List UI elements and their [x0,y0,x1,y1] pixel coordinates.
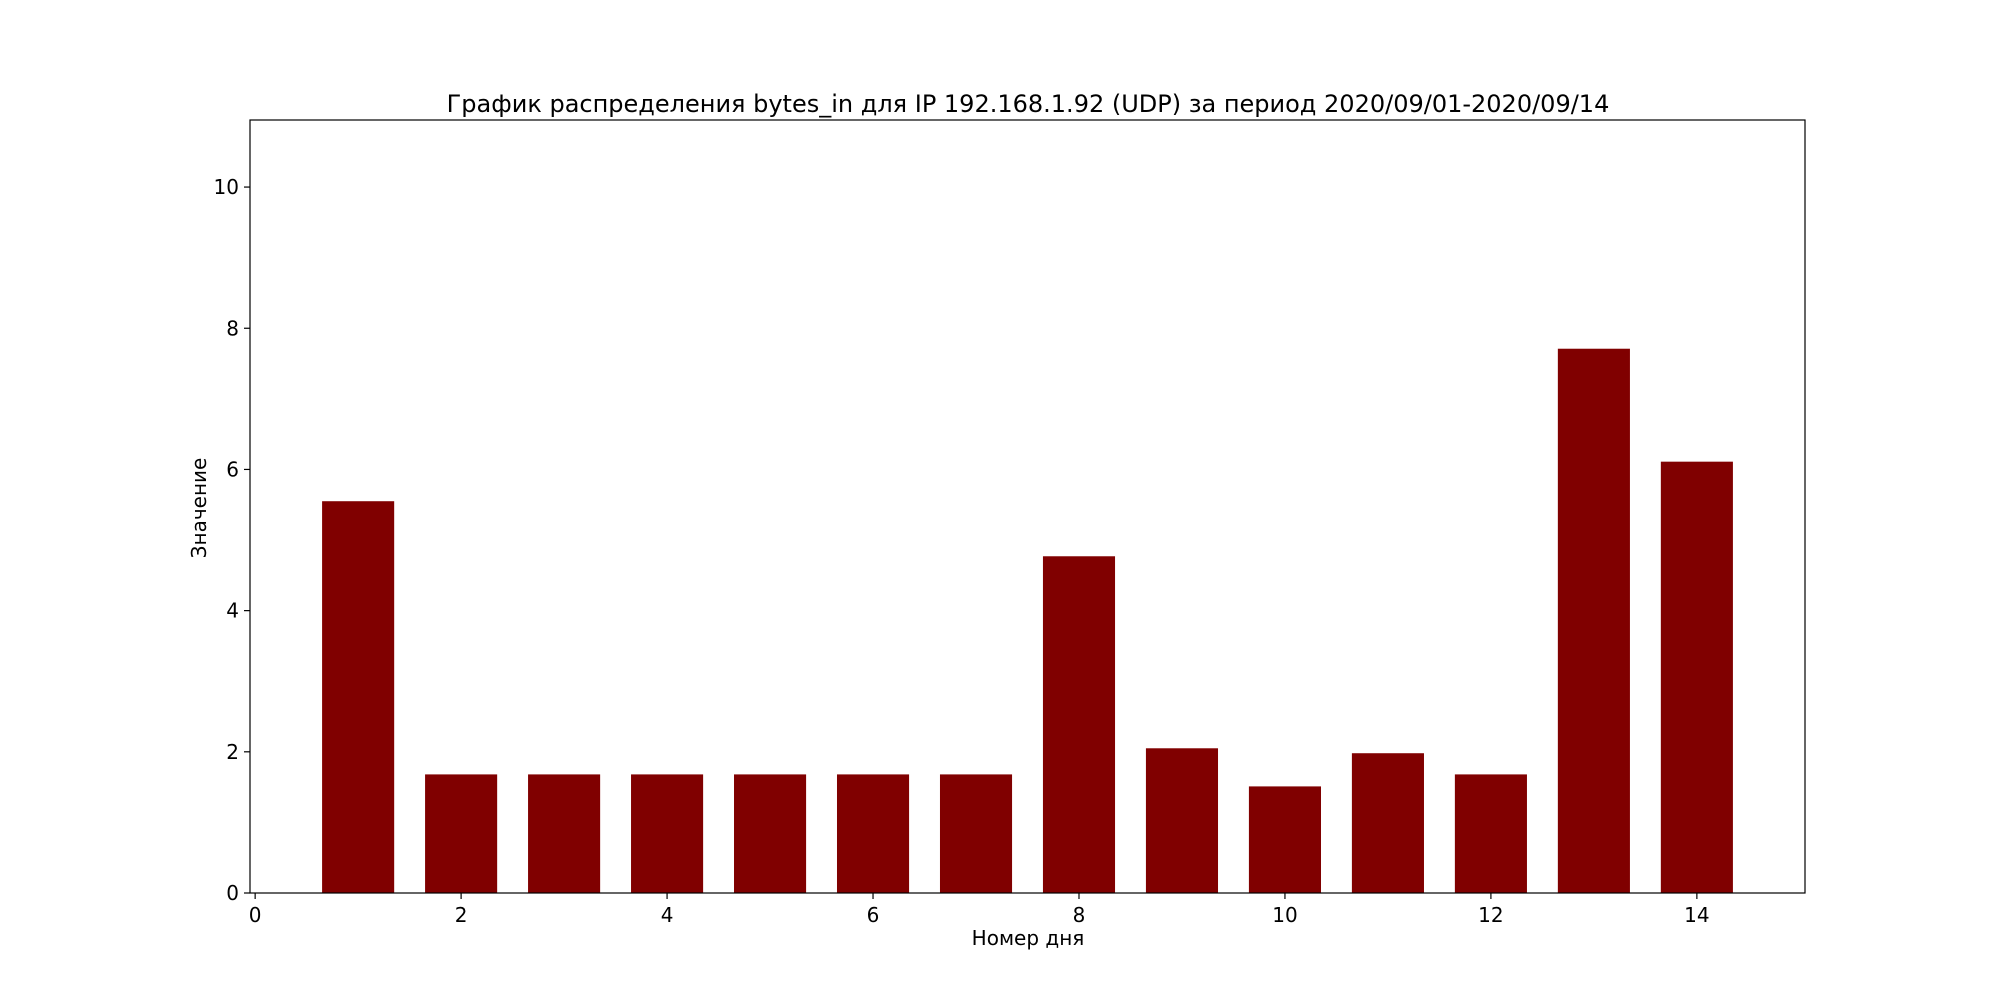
x-tick-label: 14 [1684,903,1709,927]
bar-day-11 [1351,753,1424,893]
bar-day-8 [1042,556,1116,893]
y-tick-label: 0 [226,881,239,905]
x-tick-label: 2 [455,903,468,927]
y-tick-label: 2 [226,740,239,764]
y-tick-label: 4 [226,599,239,623]
bar-day-10 [1248,786,1321,893]
bar-day-4 [631,774,704,893]
bar-day-5 [734,774,807,893]
y-axis-label: Значение [187,458,211,559]
x-tick-label: 10 [1272,903,1297,927]
bar-day-14 [1660,461,1733,893]
bar-day-1 [322,501,395,893]
x-tick-label: 4 [661,903,674,927]
bar-day-13 [1557,348,1630,894]
bar-day-7 [939,774,1013,893]
x-tick-label: 0 [249,903,262,927]
x-tick-label: 6 [867,903,880,927]
y-tick-label: 8 [226,316,239,340]
bars-layer [322,348,1733,894]
plot-area-frame [249,119,1806,894]
bar-day-9 [1145,748,1219,893]
x-axis-ticks: 0 2 4 6 8 10 12 14 [249,893,1710,927]
bar-day-6 [836,774,910,893]
x-tick-label: 12 [1478,903,1503,927]
x-tick-label: 8 [1073,903,1086,927]
bar-day-3 [528,774,601,893]
chart-title: График распределения bytes_in для IP 192… [447,90,1610,118]
y-axis-ticks: 0 2 4 6 8 10 [214,175,250,905]
bar-day-2 [425,774,498,893]
y-tick-label: 6 [226,457,239,481]
bar-day-12 [1454,774,1527,893]
x-axis-label: Номер дня [972,926,1085,950]
y-tick-label: 10 [214,175,239,199]
